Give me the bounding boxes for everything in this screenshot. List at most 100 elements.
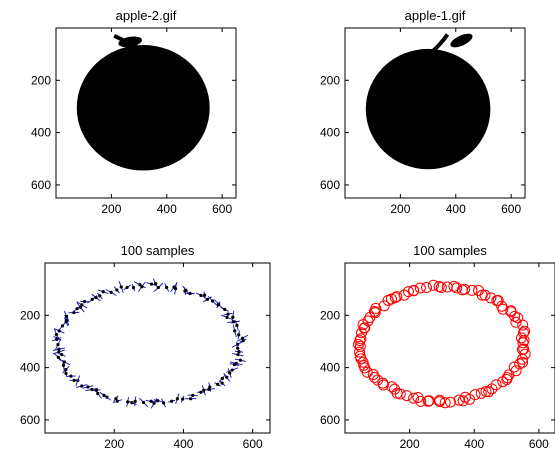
sample-point	[173, 287, 178, 291]
sample-point	[216, 303, 221, 307]
sample-point	[485, 292, 497, 304]
sample-point	[119, 285, 123, 289]
sample-point	[207, 387, 211, 392]
sample-point	[90, 387, 94, 392]
x-tick-label: 400	[446, 202, 466, 216]
sample-point	[370, 302, 382, 314]
sample-point	[80, 384, 84, 388]
sample-point	[191, 393, 195, 397]
y-tick-label: 600	[320, 413, 340, 427]
axes-box	[55, 27, 237, 199]
sample-point	[514, 358, 526, 370]
sample-point	[237, 333, 241, 337]
sample-point	[236, 353, 240, 357]
sample-point	[515, 332, 527, 344]
y-tick-label: 400	[320, 361, 340, 375]
sample-point	[175, 397, 179, 401]
sample-point	[130, 401, 134, 405]
sample-point	[517, 319, 529, 331]
sample-point	[149, 399, 153, 403]
sample-point	[486, 383, 498, 395]
sample-point	[378, 300, 390, 312]
apple-leaf	[118, 36, 143, 48]
sample-point	[233, 329, 237, 333]
apple-stem	[429, 33, 450, 55]
y-tick-label: 600	[20, 413, 40, 427]
sample-point	[202, 388, 206, 392]
chart-title: 100 samples	[121, 243, 195, 258]
sample-point	[199, 293, 203, 298]
chart-title: apple-1.gif	[405, 8, 466, 23]
sample-point	[205, 297, 209, 301]
sample-point	[83, 299, 87, 304]
sample-point	[60, 353, 64, 357]
sample-point	[355, 333, 367, 345]
x-tick-label: 200	[101, 202, 121, 216]
sample-point	[232, 320, 236, 324]
sample-point	[241, 338, 245, 343]
sample-point	[115, 399, 120, 403]
sample-point	[54, 332, 59, 337]
sample-point	[372, 374, 384, 386]
sample-point	[203, 293, 207, 297]
sample-point	[94, 388, 98, 392]
x-tick-label: 200	[104, 437, 124, 451]
sample-point	[412, 391, 424, 403]
sample-point	[421, 281, 433, 293]
apple-leaf	[450, 33, 473, 48]
sample-point	[453, 394, 465, 406]
apple-silhouette	[365, 48, 491, 170]
sample-point	[57, 350, 61, 354]
sample-point	[435, 282, 447, 294]
sample-point	[57, 347, 61, 351]
sample-point	[236, 346, 240, 350]
x-tick-label: 400	[173, 437, 193, 451]
sample-point	[444, 396, 456, 408]
sample-point	[56, 355, 60, 359]
axes-box	[344, 27, 526, 199]
sample-point	[238, 358, 243, 362]
sample-point	[492, 294, 504, 306]
sample-point	[457, 395, 469, 407]
sample-point	[389, 383, 401, 395]
sample-point	[152, 401, 156, 405]
sample-point	[479, 289, 491, 301]
chart-title: 100 samples	[413, 243, 487, 258]
sample-point	[225, 315, 229, 319]
sample-point	[181, 397, 185, 401]
apple-silhouette	[76, 45, 210, 171]
sample-point	[199, 390, 203, 394]
sample-point	[497, 376, 509, 388]
x-tick-label: 200	[390, 202, 410, 216]
sample-point	[62, 360, 66, 364]
sample-point	[64, 368, 68, 372]
y-tick-label: 600	[31, 178, 51, 192]
sample-point	[154, 282, 158, 286]
sample-point	[228, 371, 232, 375]
y-tick-label: 400	[20, 361, 40, 375]
y-tick-label: 200	[20, 308, 40, 322]
y-tick-label: 200	[31, 73, 51, 87]
y-tick-label: 400	[320, 126, 340, 140]
sample-point	[517, 327, 529, 339]
sample-point	[125, 285, 129, 290]
sample-point	[518, 334, 530, 346]
sample-point	[188, 397, 193, 401]
sample-point	[131, 286, 136, 290]
sample-point	[78, 305, 83, 309]
sample-point	[216, 382, 220, 386]
sample-point	[466, 284, 478, 296]
chart-panel: apple-2.gif 200 400 600 200 400 600	[31, 8, 237, 216]
x-tick-label: 600	[501, 202, 521, 216]
sample-point	[510, 316, 522, 328]
sample-point	[519, 325, 531, 337]
sample-point	[232, 363, 237, 367]
sample-point	[102, 393, 106, 397]
chart-panel: 100 samples 200 400 600 200 400 600	[20, 243, 271, 451]
sample-point	[170, 399, 174, 403]
sample-point	[422, 395, 434, 407]
y-tick-label: 400	[31, 126, 51, 140]
sample-point	[402, 286, 414, 298]
sample-point	[65, 314, 69, 318]
sample-point	[223, 307, 227, 311]
